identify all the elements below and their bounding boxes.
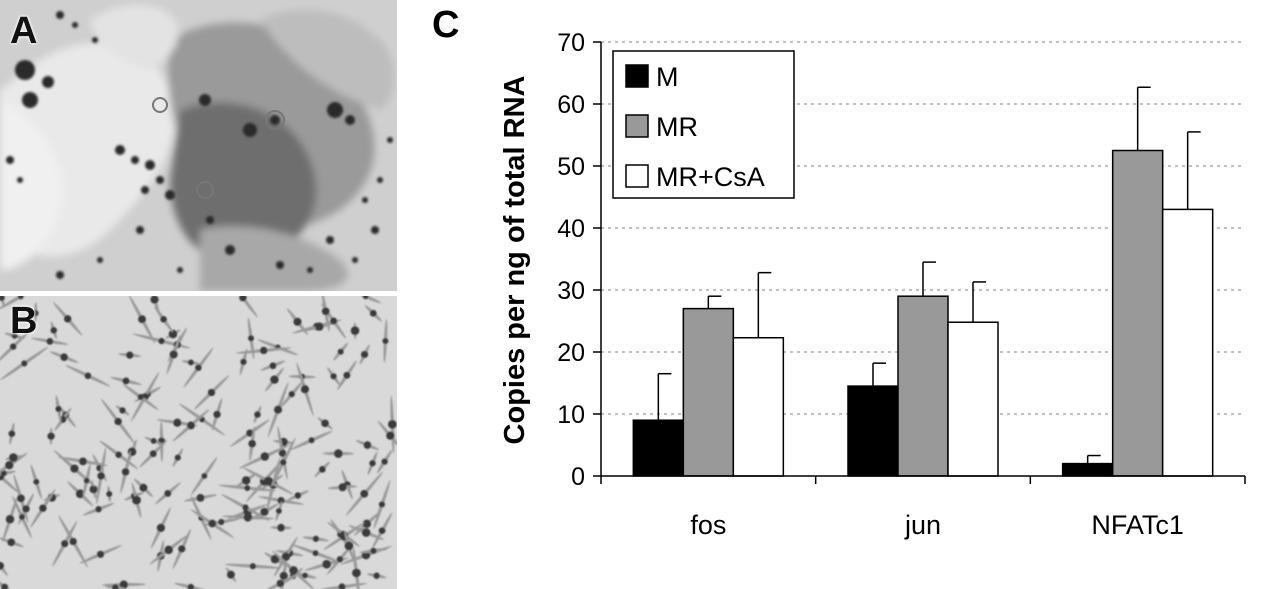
- panel-c-label: C: [432, 4, 460, 46]
- legend-swatch: [625, 64, 649, 88]
- bar-mr-csa-fos: [732, 336, 785, 477]
- panel-b-label: B: [10, 300, 38, 342]
- bar-m-nfatc1: [1061, 462, 1114, 477]
- category-label: jun: [904, 510, 941, 540]
- bar-mr-jun: [897, 295, 949, 477]
- y-tick-label: 70: [557, 29, 585, 57]
- legend-swatch: [625, 164, 649, 188]
- legend-swatch: [625, 114, 649, 138]
- y-tick-label: 30: [557, 277, 585, 305]
- x-category-labels: fos jun NFATc1: [690, 510, 1184, 540]
- axes: [593, 41, 1246, 484]
- y-tick-label: 40: [557, 215, 585, 243]
- micrograph-a-image: [0, 0, 397, 291]
- bar-m-jun: [847, 385, 899, 477]
- bar-mr-nfatc1: [1111, 149, 1164, 477]
- bar-mr-csa-jun: [947, 321, 999, 477]
- y-tick-label: 0: [571, 463, 585, 491]
- y-tick-label: 60: [557, 91, 585, 119]
- legend-label: MR+CsA: [656, 162, 765, 192]
- error-bars: [657, 86, 1201, 464]
- micrograph-panel-b: [0, 296, 397, 589]
- legend-label: MR: [656, 112, 698, 142]
- y-tick-labels: 0 10 20 30 40 50 60 70: [557, 29, 585, 491]
- legend-label: M: [656, 62, 679, 92]
- y-axis-label: Copies per ng of total RNA: [499, 75, 531, 444]
- legend: M MR MR+CsA: [612, 50, 795, 199]
- bars: [632, 149, 1214, 477]
- bar-mr-fos: [682, 307, 735, 477]
- category-label: NFATc1: [1091, 510, 1184, 540]
- y-tick-label: 10: [557, 401, 585, 429]
- panel-a-label: A: [10, 10, 38, 52]
- micrograph-b-image: [0, 296, 397, 589]
- y-tick-label: 50: [557, 153, 585, 181]
- y-tick-label: 20: [557, 339, 585, 367]
- bar-mr-csa-nfatc1: [1161, 208, 1214, 477]
- bar-m-fos: [632, 419, 685, 477]
- category-label: fos: [690, 510, 726, 540]
- micrograph-panel-a: [0, 0, 397, 291]
